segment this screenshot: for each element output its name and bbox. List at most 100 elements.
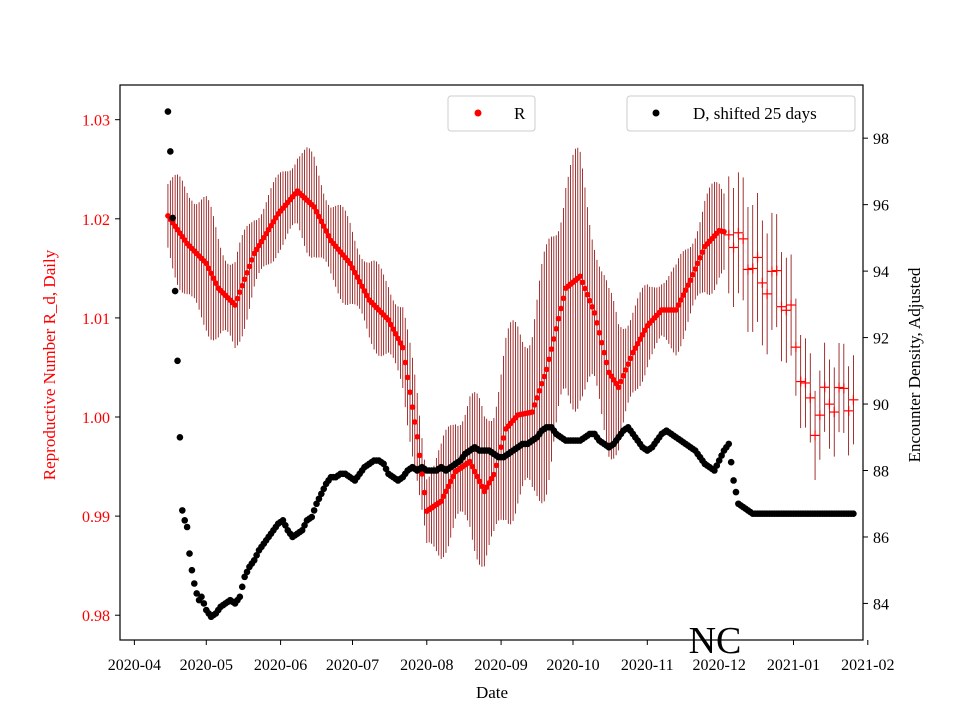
r-point [407,389,413,396]
r-point [687,277,694,284]
r-point [392,330,399,337]
r-point [323,228,329,234]
r-point [634,340,641,347]
right-axis-title: Encounter Density, Adjusted [905,267,924,462]
d-point [243,568,251,576]
r-point [476,478,483,485]
d-point [241,573,248,581]
r-point [234,295,241,302]
d-point [174,357,181,365]
d-point [188,566,196,574]
r-point [402,359,409,366]
r-point [500,435,507,441]
r-point [205,265,212,272]
r-point [630,349,636,356]
r-point [642,327,648,334]
r-point [479,483,485,490]
r-point [325,232,332,239]
x-tick-label: 2020-10 [546,657,599,674]
r-point [397,340,404,346]
x-tick-label: 2020-11 [621,657,674,674]
d-point [282,522,289,529]
right-tick-label: 90 [873,397,889,414]
d-point [279,517,287,524]
r-point [237,289,243,295]
r-point [697,254,703,261]
r-point [419,471,425,477]
r-point [244,270,250,276]
x-tick-label: 2020-07 [326,657,379,674]
x-tick-label: 2020-06 [254,657,307,674]
r-point [598,339,605,346]
d-point [183,523,191,531]
plot-frame [119,84,864,641]
legend-d-box [626,95,856,132]
r-point [493,462,500,469]
d-point [179,507,186,514]
r-point [241,276,248,283]
x-tick-label: 2020-12 [693,657,746,674]
r-point [356,278,363,285]
r-point [548,346,555,352]
r-point [354,274,361,280]
d-point [730,477,737,484]
d-point [713,462,721,469]
legend-d-marker [652,109,660,117]
r-point [388,321,394,328]
d-point [167,148,174,155]
r-point [673,307,679,313]
r-point [680,292,687,298]
right-axis-ticks: 84 86 88 90 92 94 96 98 [863,131,889,613]
r-point [637,336,643,343]
r-point [210,275,217,282]
d-point [250,556,258,564]
d-point [850,510,857,518]
left-tick-label: 0.98 [82,608,110,625]
d-point [176,433,184,441]
d-point [200,600,208,607]
r-point [529,409,536,415]
r-point [534,395,540,401]
r-point [558,305,564,312]
d-point [313,500,320,508]
d-point [382,465,390,473]
r-point [622,367,629,373]
left-tick-label: 1.03 [82,113,110,130]
d-point [164,108,172,115]
r-point [208,270,214,277]
r-point [699,249,706,255]
r-point [682,287,689,293]
r-point [584,291,591,298]
legend-r-box [447,95,536,132]
r-point [364,292,370,299]
r-point [675,302,682,308]
d-point [198,593,205,601]
r-point [318,218,325,225]
r-point [543,366,550,373]
r-point [539,380,545,387]
x-tick-label: 2021-01 [767,657,820,674]
r-point [632,345,639,351]
d-point [727,458,735,466]
r-point [400,344,406,351]
r-point [349,265,356,271]
r-point [591,310,598,316]
r-point [577,273,583,280]
r-point [579,279,586,286]
r-point [316,213,322,220]
r-point [678,297,684,303]
d-point [718,452,725,459]
d-point [308,513,316,521]
r-point [385,317,392,323]
d-point [315,495,323,503]
r-point [620,372,627,379]
r-point [555,315,562,322]
r-point [474,473,480,480]
r-point [313,208,320,215]
r-point [546,356,552,363]
left-axis-ticks: 0.98 0.99 1.00 1.01 1.02 1.03 [82,113,120,625]
r-point [409,404,416,410]
r-point [551,336,557,342]
r-point [443,488,449,495]
